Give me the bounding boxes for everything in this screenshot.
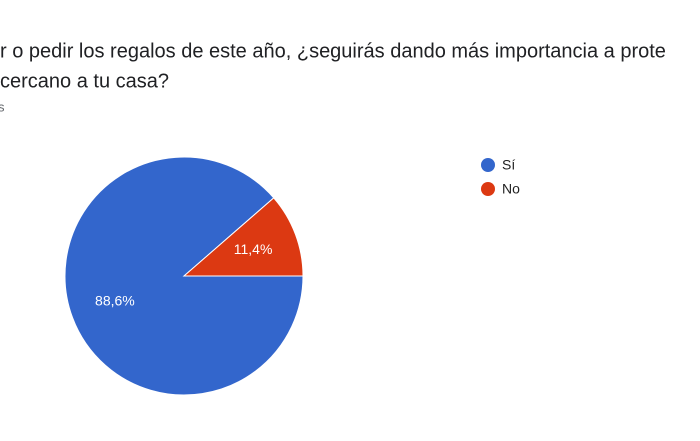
subtitle: s xyxy=(0,99,5,114)
legend-label: No xyxy=(502,181,520,197)
title-line: cercano a tu casa? xyxy=(0,70,169,92)
slice-label: 11,4% xyxy=(234,241,273,257)
title-line: r o pedir los regalos de este año, ¿segu… xyxy=(0,40,666,62)
legend-marker xyxy=(481,182,495,196)
slice-label: 88,6% xyxy=(95,293,135,309)
pie-slice xyxy=(182,197,304,277)
legend-label: Sí xyxy=(502,157,515,173)
legend-marker xyxy=(481,158,495,172)
